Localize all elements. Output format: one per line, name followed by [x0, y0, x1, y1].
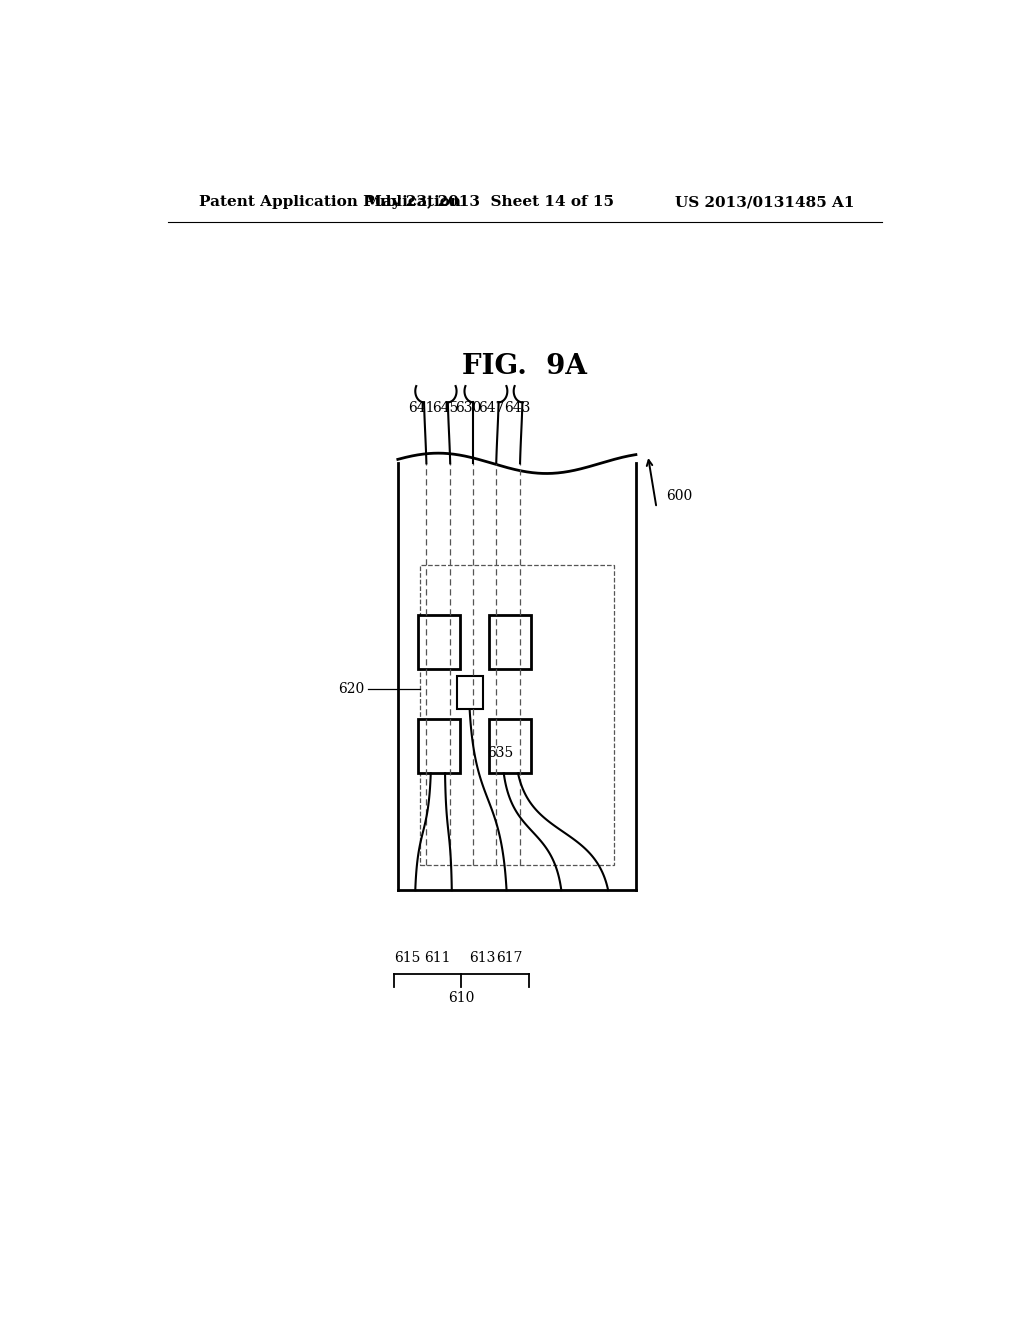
Text: 617: 617	[496, 952, 522, 965]
Text: 645: 645	[432, 400, 459, 414]
Bar	[418, 719, 460, 774]
Bar	[489, 719, 531, 774]
Text: 643: 643	[504, 400, 530, 414]
Bar	[418, 615, 460, 669]
Text: 630: 630	[456, 400, 481, 414]
Text: 613: 613	[469, 952, 496, 965]
Text: 611: 611	[424, 952, 451, 965]
Text: 620: 620	[338, 682, 365, 696]
Text: May 23, 2013  Sheet 14 of 15: May 23, 2013 Sheet 14 of 15	[365, 195, 613, 209]
Bar	[489, 615, 531, 669]
Text: 610: 610	[449, 991, 474, 1005]
Text: 600: 600	[666, 488, 692, 503]
Text: 647: 647	[478, 400, 505, 414]
Text: FIG.  9A: FIG. 9A	[462, 354, 588, 380]
Bar	[457, 676, 482, 709]
Text: US 2013/0131485 A1: US 2013/0131485 A1	[675, 195, 854, 209]
Bar	[420, 565, 614, 865]
Text: Patent Application Publication: Patent Application Publication	[200, 195, 462, 209]
Text: 641: 641	[409, 400, 435, 414]
Text: 635: 635	[486, 746, 513, 760]
Text: 615: 615	[394, 952, 421, 965]
